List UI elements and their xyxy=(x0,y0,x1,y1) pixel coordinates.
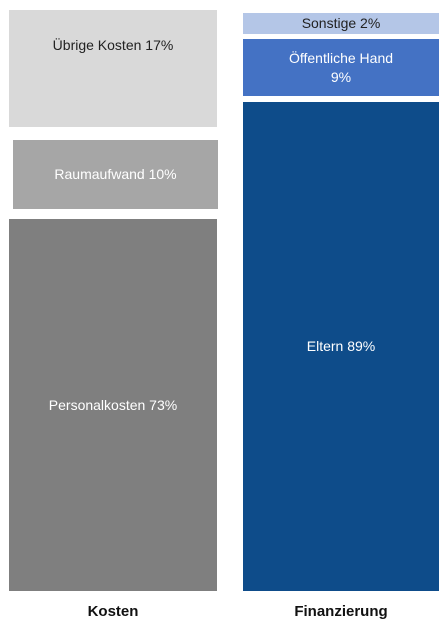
bar-segment-raumaufwand: Raumaufwand 10% xyxy=(13,140,218,209)
category-label-finanzierung: Finanzierung xyxy=(294,603,388,620)
segment-label-sonstige: Sonstige 2% xyxy=(301,15,381,32)
segment-label-eltern: Eltern 89% xyxy=(306,338,376,355)
bar-segment-oeffentliche-hand: Öffentliche Hand 9% xyxy=(243,39,439,96)
bar-segment-uebrige-kosten: Übrige Kosten 17% xyxy=(9,10,217,127)
bar-segment-personalkosten: Personalkosten 73% xyxy=(9,219,217,591)
segment-label-oeffentliche-hand: Öffentliche Hand xyxy=(288,49,394,66)
segment-label-personalkosten: Personalkosten 73% xyxy=(48,396,178,413)
bar-segment-eltern: Eltern 89% xyxy=(243,102,439,591)
bar-segment-sonstige: Sonstige 2% xyxy=(243,13,439,34)
segment-label-raumaufwand: Raumaufwand 10% xyxy=(54,166,177,183)
category-label-kosten: Kosten xyxy=(87,603,139,620)
segment-label-uebrige-kosten: Übrige Kosten 17% xyxy=(52,37,174,53)
segment-value-oeffentliche-hand: 9% xyxy=(330,68,352,85)
